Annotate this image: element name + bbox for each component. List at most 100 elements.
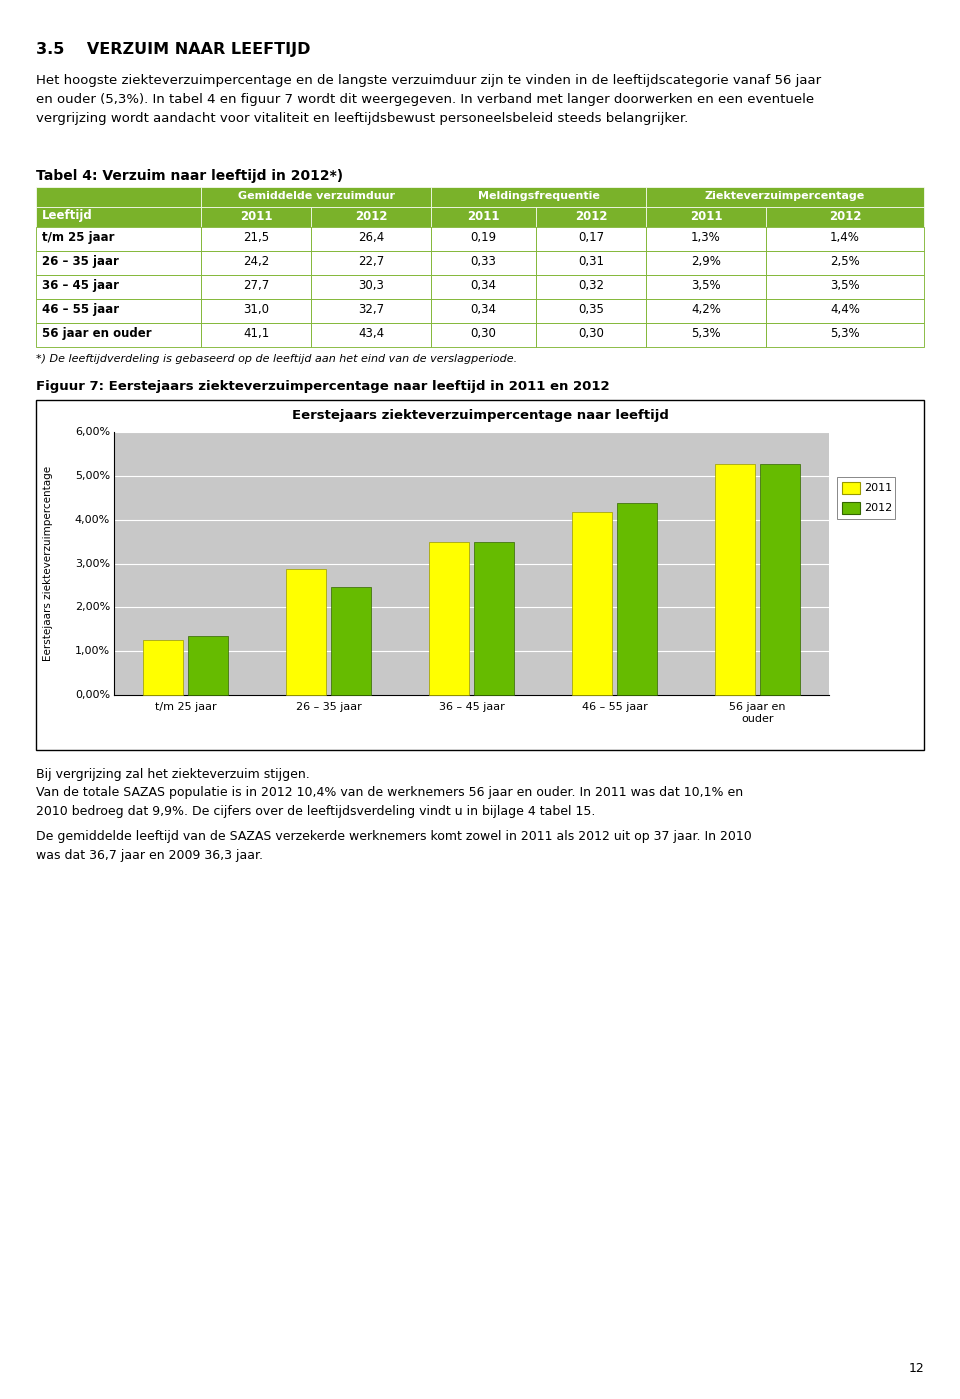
Text: Ziekteverzuimpercentage: Ziekteverzuimpercentage [705,192,865,201]
Text: 0,30: 0,30 [578,327,604,340]
Bar [36,207,201,227]
Bar [766,299,924,323]
Text: 4,4%: 4,4% [830,304,860,316]
Bar [646,299,766,323]
Text: De gemiddelde leeftijd van de SAZAS verzekerde werknemers komt zowel in 2011 als: De gemiddelde leeftijd van de SAZAS verz… [36,830,752,862]
Text: 5,00%: 5,00% [75,471,110,481]
Bar [646,207,766,227]
Text: 43,4: 43,4 [358,327,384,340]
Bar [572,512,612,695]
Text: 26 – 35 jaar: 26 – 35 jaar [42,256,119,269]
Text: 1,4%: 1,4% [830,231,860,245]
Bar [36,400,924,750]
Text: 0,32: 0,32 [578,280,604,292]
Text: 2012: 2012 [864,504,892,513]
Bar [766,250,924,276]
Bar [536,299,646,323]
Text: 0,31: 0,31 [578,256,604,269]
Text: 2,9%: 2,9% [691,256,721,269]
Text: 2011: 2011 [689,210,722,222]
Bar [536,227,646,250]
Text: 2011: 2011 [468,210,500,222]
Text: 36 – 45 jaar: 36 – 45 jaar [42,280,119,292]
Bar [842,502,860,513]
Bar [36,276,201,299]
Text: 0,19: 0,19 [470,231,496,245]
Bar [431,207,536,227]
Bar [715,464,756,695]
Bar [431,250,536,276]
Text: 0,33: 0,33 [470,256,496,269]
Text: 26 – 35 jaar: 26 – 35 jaar [296,702,361,712]
Bar [616,504,657,695]
Text: 5,3%: 5,3% [691,327,721,340]
Bar [36,323,201,347]
Bar [201,323,311,347]
Text: 46 – 55 jaar: 46 – 55 jaar [582,702,647,712]
Bar [36,250,201,276]
Bar [646,323,766,347]
Bar [646,276,766,299]
Bar [429,541,469,695]
Bar [201,187,431,207]
Text: Gemiddelde verzuimduur: Gemiddelde verzuimduur [237,192,395,201]
Bar [473,541,514,695]
Text: 36 – 45 jaar: 36 – 45 jaar [439,702,504,712]
Bar [759,464,800,695]
Bar [201,276,311,299]
Bar [201,250,311,276]
Text: 12: 12 [908,1363,924,1375]
Text: 0,30: 0,30 [470,327,496,340]
Text: Eerstejaars ziekteverzuimpercentage naar leeftijd: Eerstejaars ziekteverzuimpercentage naar… [292,410,668,422]
Text: 24,2: 24,2 [243,256,269,269]
Text: 27,7: 27,7 [243,280,269,292]
Bar [187,635,228,695]
Text: 4,00%: 4,00% [75,515,110,525]
Text: Het hoogste ziekteverzuimpercentage en de langste verzuimduur zijn te vinden in : Het hoogste ziekteverzuimpercentage en d… [36,74,821,125]
Text: 2012: 2012 [828,210,861,222]
Text: 30,3: 30,3 [358,280,384,292]
Bar [646,227,766,250]
Text: 4,2%: 4,2% [691,304,721,316]
Bar [36,227,201,250]
Bar [766,276,924,299]
Text: 22,7: 22,7 [358,256,384,269]
Text: 0,00%: 0,00% [75,690,110,700]
Text: Bij vergrijzing zal het ziekteverzuim stijgen.: Bij vergrijzing zal het ziekteverzuim st… [36,768,310,781]
Text: 3,00%: 3,00% [75,558,110,568]
Text: 6,00%: 6,00% [75,427,110,436]
Text: *) De leeftijdverdeling is gebaseerd op de leeftijd aan het eind van de verslagp: *) De leeftijdverdeling is gebaseerd op … [36,354,517,364]
Bar [431,227,536,250]
Bar [311,276,431,299]
Text: 56 jaar en ouder: 56 jaar en ouder [42,327,152,340]
Text: Meldingsfrequentie: Meldingsfrequentie [477,192,599,201]
Bar [431,299,536,323]
Bar [36,187,201,207]
Bar [536,276,646,299]
Bar [766,207,924,227]
Bar [36,299,201,323]
Text: 1,3%: 1,3% [691,231,721,245]
Text: 3,5%: 3,5% [830,280,860,292]
Text: 0,17: 0,17 [578,231,604,245]
Text: 3,5%: 3,5% [691,280,721,292]
Bar [201,227,311,250]
Bar [311,227,431,250]
Bar [311,299,431,323]
Text: 5,3%: 5,3% [830,327,860,340]
Text: 26,4: 26,4 [358,231,384,245]
Bar [143,641,183,695]
Bar [201,207,311,227]
Bar [201,299,311,323]
Text: 56 jaar en
ouder: 56 jaar en ouder [730,702,785,723]
Text: 2012: 2012 [575,210,608,222]
Text: 0,35: 0,35 [578,304,604,316]
Text: 3.5    VERZUIM NAAR LEEFTIJD: 3.5 VERZUIM NAAR LEEFTIJD [36,42,310,57]
Text: 2012: 2012 [355,210,387,222]
Bar [837,477,895,519]
Bar [842,483,860,494]
Bar [286,569,326,695]
Text: 2,00%: 2,00% [75,603,110,613]
Text: 41,1: 41,1 [243,327,269,340]
Bar [646,187,924,207]
